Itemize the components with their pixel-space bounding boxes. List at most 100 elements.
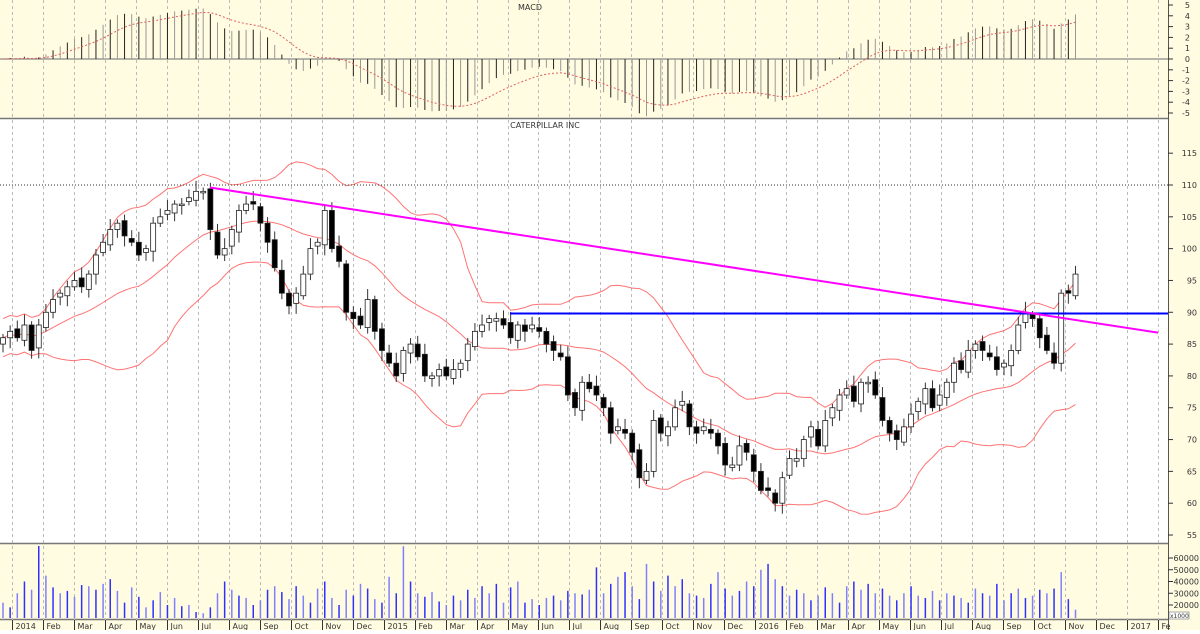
candle-up bbox=[672, 407, 678, 428]
volume-tick-label: 40000 bbox=[1174, 578, 1199, 587]
candle-down bbox=[28, 324, 35, 351]
candle-up bbox=[178, 203, 185, 206]
macd-tick-label: 0 bbox=[1185, 55, 1190, 64]
month-label: Mar bbox=[821, 622, 837, 630]
volume-tick-label: 30000 bbox=[1174, 589, 1199, 598]
month-label: May bbox=[883, 622, 900, 630]
candle-down bbox=[758, 470, 764, 491]
candle-down bbox=[886, 420, 893, 434]
candle-up bbox=[808, 426, 814, 438]
candle-up bbox=[471, 330, 478, 348]
month-label: Apr bbox=[481, 622, 496, 630]
candle-up bbox=[965, 350, 972, 373]
candle-down bbox=[278, 269, 285, 294]
candle-down bbox=[550, 341, 557, 351]
month-label: Feb bbox=[47, 622, 61, 630]
candle-down bbox=[986, 352, 993, 358]
month-label: Fe bbox=[1162, 622, 1171, 630]
candle-up bbox=[64, 286, 71, 297]
candle-down bbox=[343, 263, 350, 313]
month-label: Aug bbox=[976, 622, 992, 630]
candle-up bbox=[436, 369, 443, 377]
candle-down bbox=[772, 492, 779, 504]
month-label: May bbox=[140, 622, 157, 630]
candle-up bbox=[43, 311, 49, 328]
candle-up bbox=[1072, 273, 1079, 297]
candle-down bbox=[636, 449, 643, 479]
candle-down bbox=[350, 311, 357, 320]
candle-down bbox=[815, 428, 821, 447]
month-label: Oct bbox=[666, 622, 680, 630]
candle-up bbox=[936, 394, 943, 406]
candle-down bbox=[214, 231, 221, 256]
candle-down bbox=[507, 322, 514, 339]
candle-up bbox=[843, 388, 850, 396]
month-label: Dec bbox=[357, 622, 372, 630]
price-tick-label: 100 bbox=[1182, 245, 1197, 254]
candle-up bbox=[486, 318, 493, 323]
candle-down bbox=[371, 299, 378, 332]
candle-down bbox=[622, 428, 628, 434]
candle-down bbox=[536, 327, 543, 332]
candle-down bbox=[414, 343, 421, 358]
month-label: Aug bbox=[233, 622, 249, 630]
price-tick-label: 55 bbox=[1187, 531, 1197, 540]
candle-down bbox=[557, 352, 564, 358]
candle-up bbox=[100, 241, 106, 253]
candle-up bbox=[579, 381, 586, 411]
candle-up bbox=[7, 330, 14, 339]
candle-down bbox=[929, 388, 936, 409]
candle-up bbox=[493, 318, 500, 322]
price-tick-label: 65 bbox=[1187, 467, 1197, 476]
month-label: 2015 bbox=[388, 622, 408, 630]
candle-up bbox=[943, 381, 950, 398]
price-tick-label: 75 bbox=[1187, 404, 1197, 413]
candle-up bbox=[236, 210, 242, 233]
candle-up bbox=[21, 324, 28, 341]
candle-down bbox=[600, 397, 607, 409]
macd-title: MACD bbox=[518, 3, 542, 12]
candle-up bbox=[865, 381, 872, 385]
candle-down bbox=[286, 292, 292, 307]
candle-up bbox=[171, 203, 178, 214]
price-panel bbox=[0, 161, 1168, 515]
month-label: Aug bbox=[604, 622, 620, 630]
month-label: 2017 bbox=[1131, 622, 1151, 630]
price-tick-label: 115 bbox=[1182, 149, 1197, 158]
candle-up bbox=[972, 343, 979, 351]
candle-down bbox=[14, 328, 21, 339]
candle-down bbox=[1029, 314, 1036, 320]
month-label: Sep bbox=[264, 622, 279, 630]
macd-tick-label: 3 bbox=[1185, 23, 1190, 32]
candle-down bbox=[893, 430, 900, 440]
macd-panel bbox=[0, 8, 1168, 117]
candle-up bbox=[800, 439, 807, 460]
candle-up bbox=[200, 190, 207, 194]
macd-tick-label: 1 bbox=[1185, 44, 1190, 53]
candle-up bbox=[364, 299, 371, 328]
macd-tick-label: 5 bbox=[1185, 1, 1190, 10]
unit-box bbox=[1168, 611, 1190, 620]
candle-down bbox=[1051, 352, 1057, 364]
candle-up bbox=[858, 381, 864, 405]
month-label: Sep bbox=[635, 622, 650, 630]
candle-up bbox=[1015, 324, 1022, 351]
candle-up bbox=[822, 420, 829, 447]
month-label: Jun bbox=[913, 622, 927, 630]
candle-down bbox=[850, 385, 857, 402]
candle-up bbox=[429, 375, 435, 379]
month-label: 2014 bbox=[16, 622, 36, 630]
macd-tick-label: -1 bbox=[1182, 66, 1190, 75]
price-tick-label: 95 bbox=[1187, 276, 1197, 285]
volume-panel bbox=[2, 546, 1077, 618]
candle-up bbox=[479, 324, 485, 332]
price-panel-bg bbox=[0, 120, 1168, 543]
candle-up bbox=[57, 292, 64, 298]
candle-up bbox=[1008, 350, 1015, 367]
month-label: Apr bbox=[109, 622, 124, 630]
month-label: Feb bbox=[419, 622, 433, 630]
candle-down bbox=[686, 403, 693, 428]
candle-down bbox=[722, 442, 729, 466]
candle-up bbox=[114, 222, 121, 230]
month-label: Jul bbox=[201, 622, 212, 630]
